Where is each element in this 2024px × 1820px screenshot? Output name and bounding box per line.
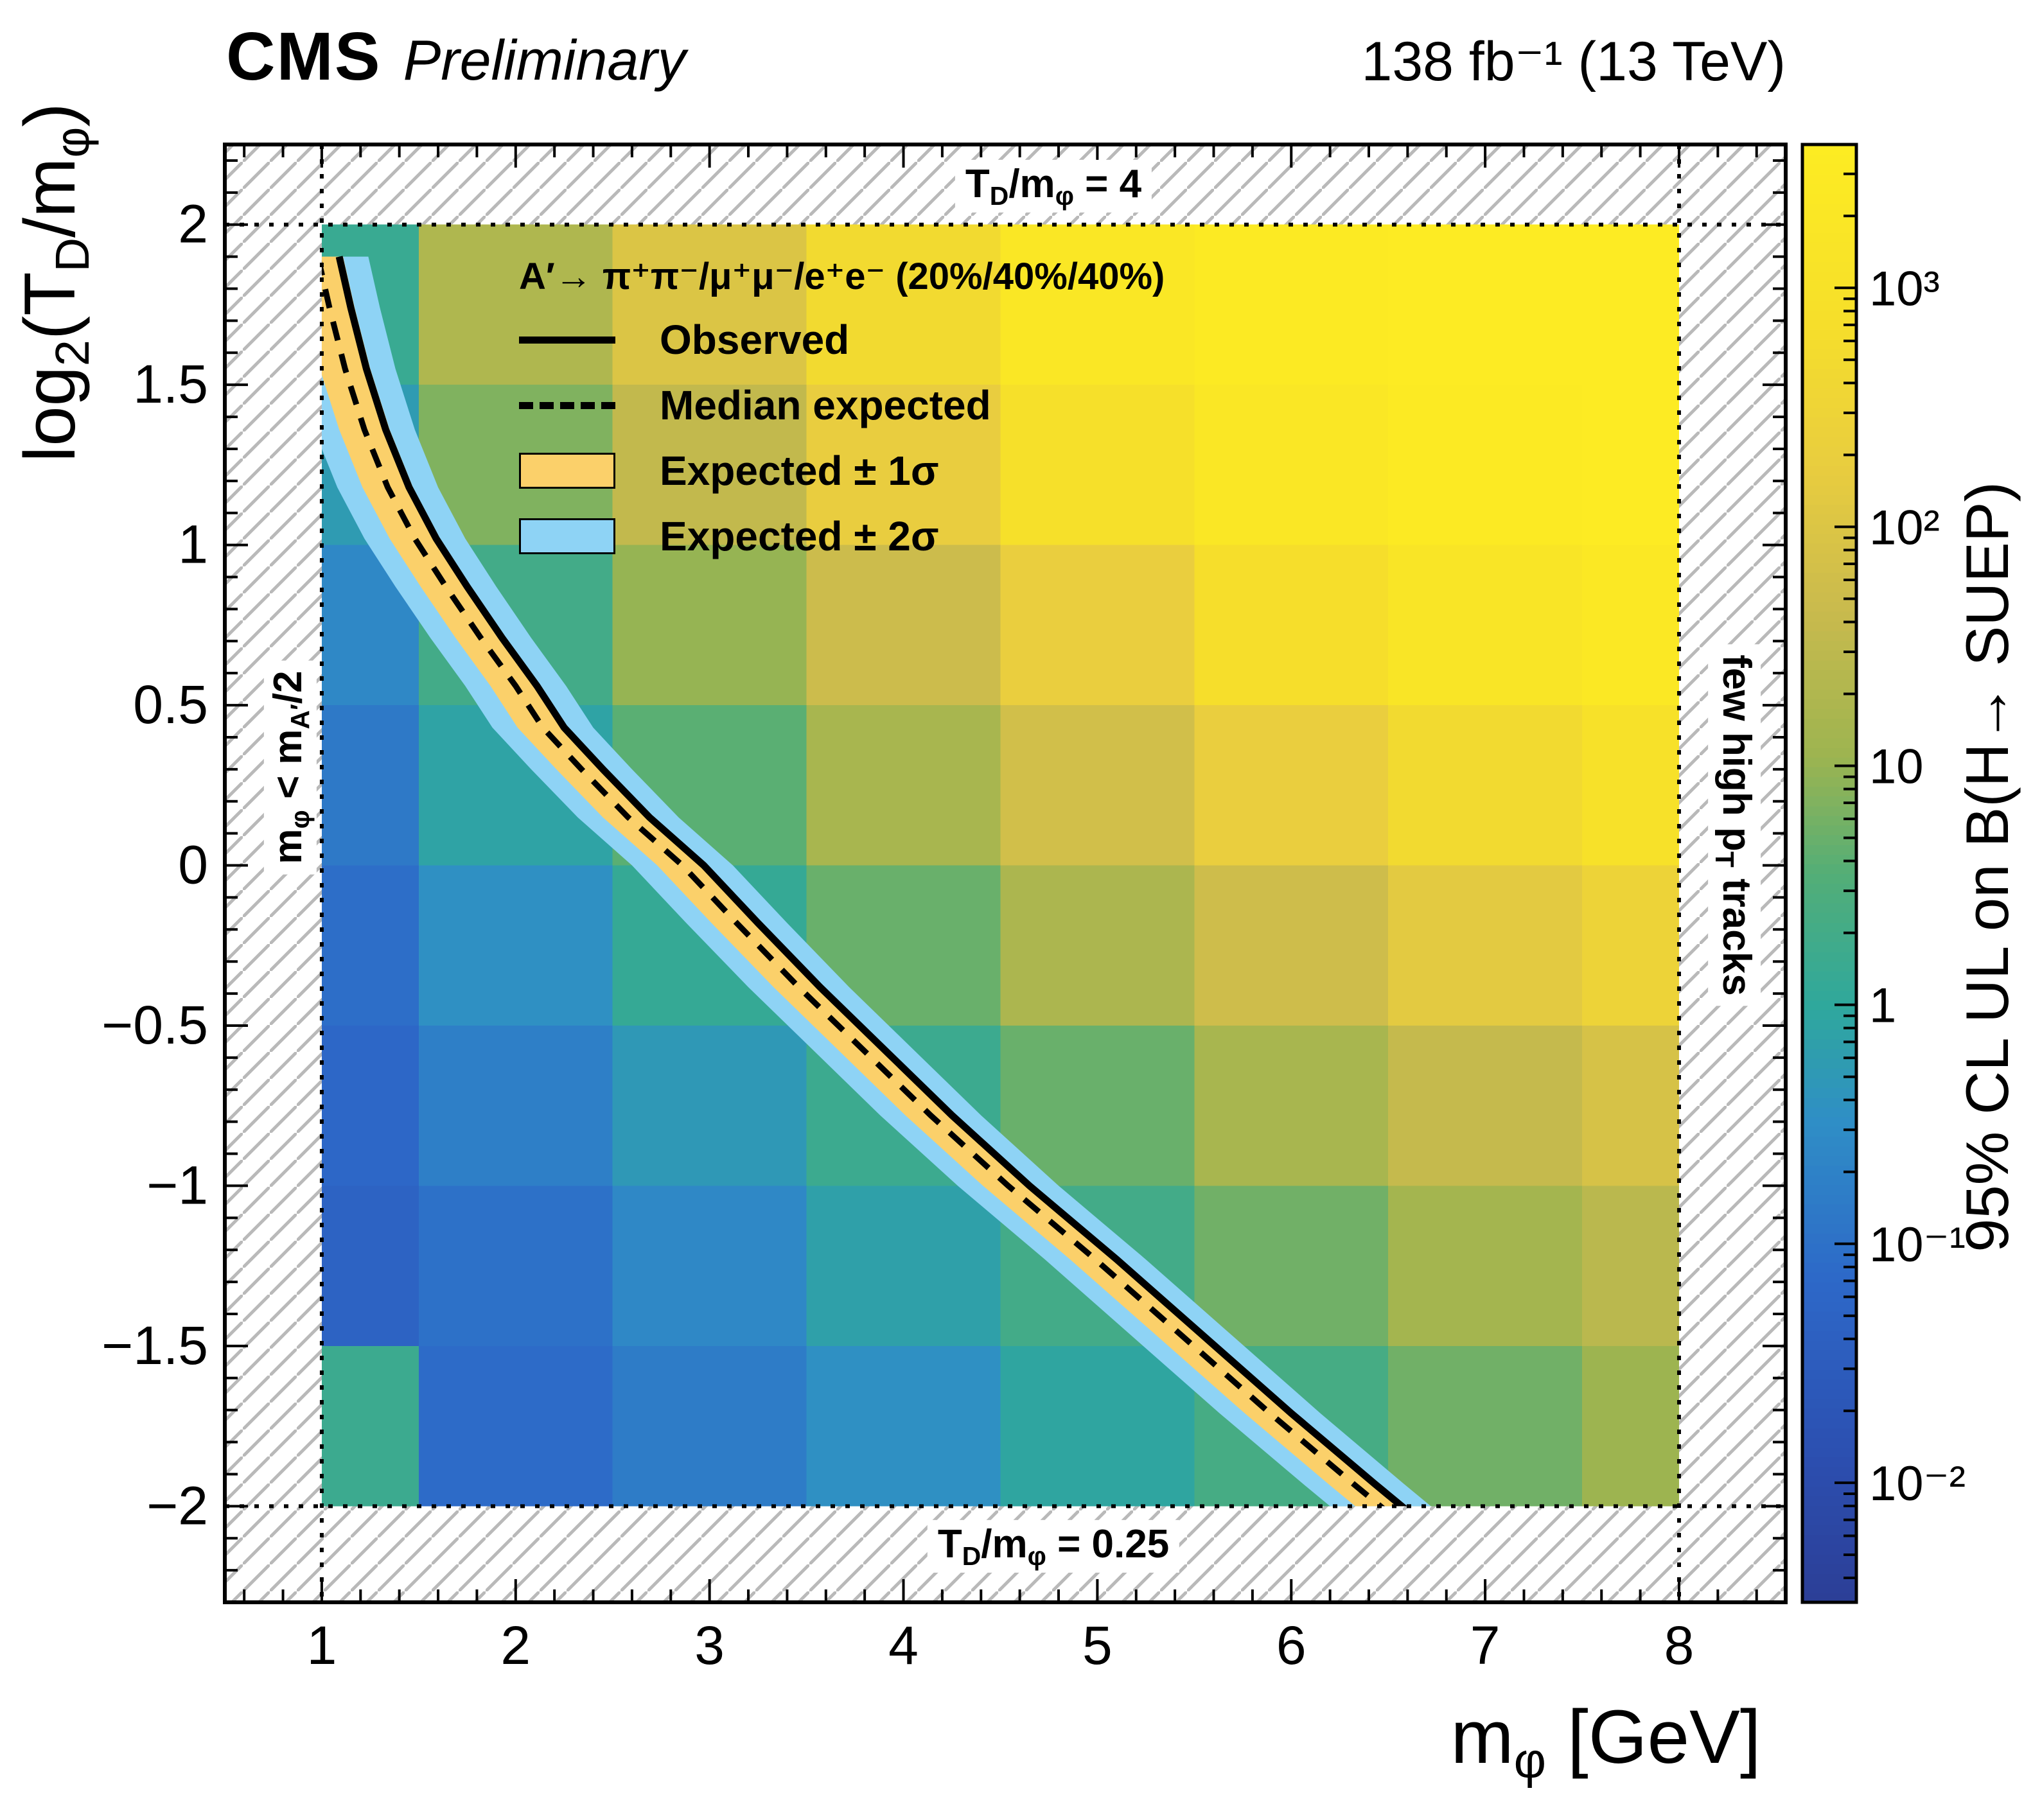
annotation-part: tracks [1714, 867, 1759, 996]
svg-text:2: 2 [500, 1615, 531, 1676]
annotation-part: /2 [265, 670, 310, 704]
y-title-part: log [9, 366, 90, 462]
svg-text:4: 4 [888, 1615, 919, 1676]
legend-label-1sigma: Expected ± 1σ [660, 448, 939, 494]
svg-text:1: 1 [1869, 979, 1896, 1033]
svg-text:10: 10 [1869, 740, 1924, 794]
svg-text:10²: 10² [1869, 500, 1940, 555]
y-title-sub: D [46, 237, 100, 272]
svg-text:1.5: 1.5 [133, 354, 208, 414]
dashed-line-icon [519, 401, 615, 409]
legend-label-median: Median expected [660, 382, 991, 428]
annotation-part: /m [1008, 161, 1055, 206]
x-title-part: [GeV] [1546, 1694, 1761, 1780]
svg-text:−1.5: −1.5 [101, 1315, 208, 1376]
svg-text:0: 0 [178, 835, 208, 895]
y-title-part: /m [9, 157, 90, 238]
experiment-label: CMS [226, 19, 382, 94]
annotation-part: few high p [1714, 654, 1759, 852]
svg-text:5: 5 [1082, 1615, 1113, 1676]
median-line-marker [519, 401, 638, 409]
legend-label-observed: Observed [660, 317, 850, 363]
annotation-part: < m [265, 729, 310, 810]
y-title-part: (T [9, 272, 90, 340]
svg-text:−1: −1 [146, 1155, 208, 1215]
annotation-part: = 0.25 [1046, 1521, 1170, 1566]
annotation-sub: φ [1055, 181, 1074, 211]
svg-text:10⁻²: 10⁻² [1869, 1457, 1966, 1511]
sigma2-swatch-icon [519, 518, 615, 554]
annotation-td-lower-bound: TD/mφ = 0.25 [927, 1519, 1180, 1573]
svg-text:2: 2 [178, 194, 208, 254]
annotation-sub: T [1709, 851, 1739, 868]
legend-item-median-expected: Median expected [519, 372, 1165, 438]
annotation-part: m [265, 828, 310, 864]
sigma1-band-marker [519, 453, 638, 489]
y-title-sub: 2 [46, 340, 100, 367]
sigma1-swatch-icon [519, 453, 615, 489]
annotation-part: /m [981, 1521, 1028, 1566]
svg-text:8: 8 [1664, 1615, 1694, 1676]
observed-line-marker [519, 336, 638, 344]
annotation-part: T [937, 1521, 962, 1566]
annotation-part: T [965, 161, 990, 206]
svg-text:−0.5: −0.5 [101, 995, 208, 1055]
preliminary-label: Preliminary [403, 28, 686, 92]
svg-text:0.5: 0.5 [133, 674, 208, 735]
x-axis-title: mφ [GeV] [1450, 1693, 1761, 1790]
annotation-part: = 4 [1073, 161, 1142, 206]
svg-text:−2: −2 [146, 1475, 208, 1536]
svg-text:10⁻¹: 10⁻¹ [1869, 1218, 1966, 1272]
x-title-part: m [1450, 1694, 1514, 1780]
y-axis-title: log2(TD/mφ) [8, 103, 100, 462]
annotation-sub: D [989, 181, 1009, 211]
annotation-sub: φ [285, 810, 315, 829]
svg-text:7: 7 [1470, 1615, 1500, 1676]
x-title-sub: φ [1513, 1733, 1547, 1789]
svg-text:10³: 10³ [1869, 261, 1940, 316]
svg-text:1: 1 [307, 1615, 337, 1676]
sigma2-band-marker [519, 518, 638, 554]
annotation-mphi-constraint: mφ < mA′/2 [263, 660, 317, 875]
legend-item-expected-2sigma: Expected ± 2σ [519, 503, 1165, 569]
svg-text:6: 6 [1276, 1615, 1307, 1676]
y-title-part: ) [9, 103, 90, 127]
legend-item-expected-1sigma: Expected ± 1σ [519, 438, 1165, 503]
header: CMS Preliminary [226, 18, 686, 96]
legend-label-2sigma: Expected ± 2σ [660, 513, 939, 559]
annotation-sub: D [962, 1541, 981, 1571]
annotation-td-upper-bound: TD/mφ = 4 [955, 159, 1152, 213]
annotation-sub: φ [1027, 1541, 1046, 1571]
annotation-sub: A′ [285, 704, 315, 730]
legend: A′→ π⁺π⁻/μ⁺μ⁻/e⁺e⁻ (20%/40%/40%) Observe… [519, 254, 1165, 569]
legend-item-observed: Observed [519, 307, 1165, 372]
svg-text:1: 1 [178, 514, 208, 575]
colorbar-title: 95% CL UL on B(H→ SUEP) [1953, 482, 2021, 1252]
solid-line-icon [519, 336, 615, 344]
svg-text:3: 3 [694, 1615, 725, 1676]
legend-title: A′→ π⁺π⁻/μ⁺μ⁻/e⁺e⁻ (20%/40%/40%) [519, 256, 1165, 297]
luminosity-label: 138 fb⁻¹ (13 TeV) [1361, 31, 1786, 92]
annotation-few-high-pt-tracks: few high pT tracks [1707, 644, 1761, 1006]
y-title-sub: φ [46, 127, 100, 158]
